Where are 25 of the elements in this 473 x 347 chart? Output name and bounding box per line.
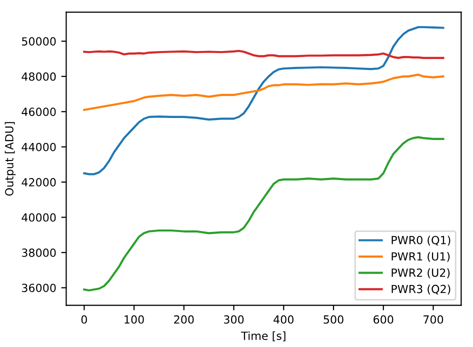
x-axis-title: Time [s] xyxy=(241,331,286,342)
legend-label: PWR2 (U2) xyxy=(392,268,450,278)
y-tick-label: 42000 xyxy=(22,178,56,186)
legend-label: PWR0 (Q1) xyxy=(392,236,450,246)
x-tick-label: 0 xyxy=(81,315,87,324)
line-series xyxy=(83,50,444,59)
legend-label: PWR3 (Q2) xyxy=(392,284,450,295)
y-tick-label: 50000 xyxy=(22,37,56,46)
y-tick-label: 38000 xyxy=(22,248,56,257)
y-tick-label: 44000 xyxy=(22,142,56,152)
y-axis-title: Output [ADU] xyxy=(4,122,16,196)
x-tick-label: 500 xyxy=(324,315,344,324)
y-tick-label: 46000 xyxy=(22,108,56,116)
line-series xyxy=(83,74,444,111)
line-series xyxy=(83,26,444,176)
x-tick-label: 300 xyxy=(224,315,244,324)
legend-label: PWR1 (U1) xyxy=(392,252,450,262)
x-tick-label: 200 xyxy=(174,315,194,324)
y-tick-label: 36000 xyxy=(22,284,56,292)
y-tick-label: 48000 xyxy=(22,72,56,81)
x-tick-label: 600 xyxy=(374,315,394,324)
x-tick-label: 400 xyxy=(274,315,294,324)
x-tick-label: 700 xyxy=(424,315,444,324)
x-tick-label: 100 xyxy=(124,315,144,324)
y-tick-label: 40000 xyxy=(22,213,56,222)
